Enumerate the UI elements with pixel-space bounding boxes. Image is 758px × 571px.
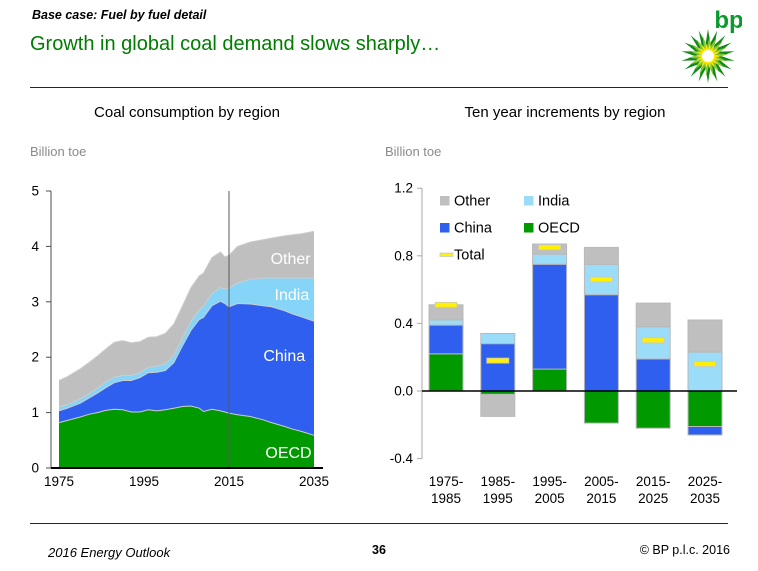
bp-logo: bp [681,7,742,83]
y-tick-label: 5 [31,184,39,199]
legend-label-China: China [454,221,493,237]
total-marker-4 [641,337,665,344]
y-tick-label: 4 [31,239,39,254]
category-label: 1995 [483,491,513,506]
bar-segment-OECD-4 [635,390,671,429]
legend-swatch-OECD [524,223,534,233]
total-marker-2 [538,244,562,251]
bar-segment-OECD-2 [532,368,568,392]
legend-swatch-Other [440,196,450,206]
coal-consumption-area-chart: 0 1 2 3 4 5 1975 1995 2015 2035 Other India China OEC… [31,184,329,490]
y-tick-label: 1.2 [394,181,413,196]
bar-segment-China-2 [532,263,568,370]
category-label: 2035 [690,491,720,506]
y-tick-label: 0.8 [394,248,413,263]
header-divider [30,87,728,88]
area-edge-Other [58,230,315,381]
y-tick-label: 1 [31,405,39,420]
bar-segment-OECD-0 [428,353,464,392]
category-label: 2015- [636,474,671,489]
footer-document-title: 2016 Energy Outlook [48,545,171,560]
area-label-OECD: OECD [265,445,311,462]
page-title: Growth in global coal demand slows sharp… [30,33,441,55]
bar-segment-China-0 [428,324,464,355]
left-chart-unit-label: Billion toe [30,144,87,159]
bp-helios-center [702,50,714,62]
total-marker-1 [486,357,510,364]
bar-segment-China-1 [480,343,516,392]
bar-segment-Other-4 [635,302,671,328]
category-label: 2025 [638,491,668,506]
legend-swatch-India [524,196,534,206]
area-label-Other: Other [271,251,312,268]
y-tick-label: 3 [31,294,39,309]
category-label: 2005- [584,474,619,489]
slide-subtitle: Base case: Fuel by fuel detail [32,8,207,22]
category-label: 1995- [532,474,567,489]
bar-segment-India-0 [428,319,464,326]
bar-segment-India-1 [480,333,516,345]
page-number: 36 [372,543,386,557]
bar-segment-OECD-3 [583,390,619,424]
footer-divider [30,523,728,524]
legend-label-OECD: OECD [538,221,580,237]
total-marker-5 [693,361,717,367]
legend-swatch-China [440,223,450,233]
legend-label-India: India [538,194,570,210]
x-tick-label: 2015 [214,474,244,489]
bar-segment-India-5 [687,351,723,392]
area-edge-India [58,277,314,408]
category-label: 1985 [431,491,461,506]
area-edge-OECD [58,405,315,436]
category-label: 2005 [535,491,565,506]
y-tick-label: 0.4 [394,316,413,331]
y-tick-label: 2 [31,350,39,365]
bar-segment-China-4 [635,358,671,392]
right-chart-unit-label: Billion toe [385,144,442,159]
area-label-China: China [263,348,305,365]
copyright-notice: © BP p.l.c. 2016 [639,543,730,557]
category-label: 1985- [481,474,516,489]
area-label-India: India [275,287,310,304]
legend-label-Other: Other [454,194,490,210]
category-label: 2015 [586,491,616,506]
total-marker-0 [434,301,458,308]
bar-segment-Other-3 [583,246,619,265]
y-tick-label: 0.0 [394,384,413,399]
bar-segment-India-2 [532,253,568,265]
bar-segment-OECD-5 [687,390,723,427]
total-marker-3 [589,276,613,283]
x-tick-label: 1975 [44,474,74,489]
legend-label-Total: Total [454,248,485,264]
category-label: 1975- [429,474,464,489]
x-tick-label: 2035 [299,474,329,489]
legend-swatch-total [439,252,454,257]
y-tick-label: 0 [31,461,39,476]
area-OECD [59,406,314,468]
y-tick-label: -0.4 [390,451,414,466]
right-chart-title: Ten year increments by region [464,104,666,121]
x-tick-label: 1995 [129,474,159,489]
category-label: 2025- [688,474,723,489]
bar-segment-Other-5 [687,319,723,353]
bar-segment-China-5 [687,426,723,436]
bp-wordmark: bp [714,7,742,34]
area-edge-China [58,300,315,412]
bar-segment-Other-1 [480,393,516,417]
left-chart-title: Coal consumption by region [94,104,280,121]
bar-segment-China-3 [583,294,619,392]
ten-year-increments-bar-chart: 1.2 0.8 0.4 0.0 -0.4 1975- 1985 1985- 1995 1995- 2… [390,181,737,506]
